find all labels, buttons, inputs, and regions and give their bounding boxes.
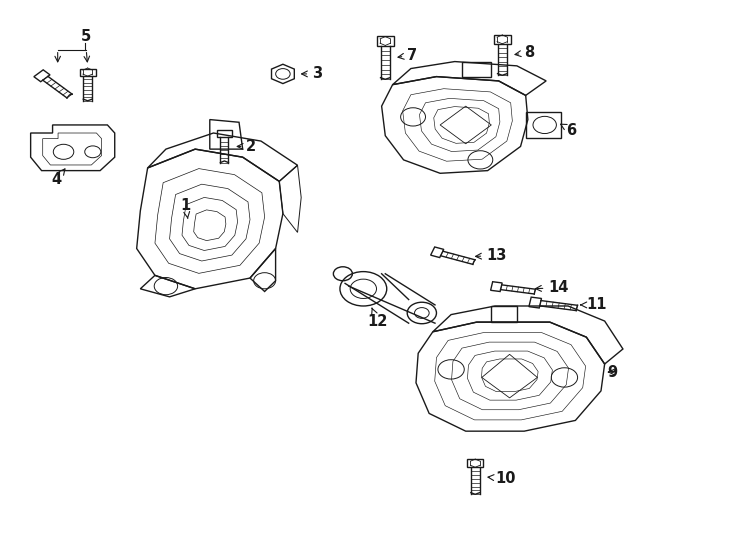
Text: 5: 5: [80, 29, 90, 44]
Text: 11: 11: [581, 298, 607, 313]
Text: 3: 3: [302, 66, 322, 82]
Text: 14: 14: [536, 280, 569, 295]
Text: 8: 8: [515, 45, 534, 60]
Text: 4: 4: [51, 169, 65, 187]
Text: 6: 6: [561, 123, 577, 138]
Text: 13: 13: [476, 248, 506, 263]
Text: 10: 10: [488, 471, 515, 486]
Text: 2: 2: [237, 139, 256, 154]
Text: 12: 12: [367, 308, 388, 328]
Text: 9: 9: [607, 364, 617, 380]
Text: 1: 1: [181, 198, 191, 219]
Text: 7: 7: [398, 48, 418, 63]
